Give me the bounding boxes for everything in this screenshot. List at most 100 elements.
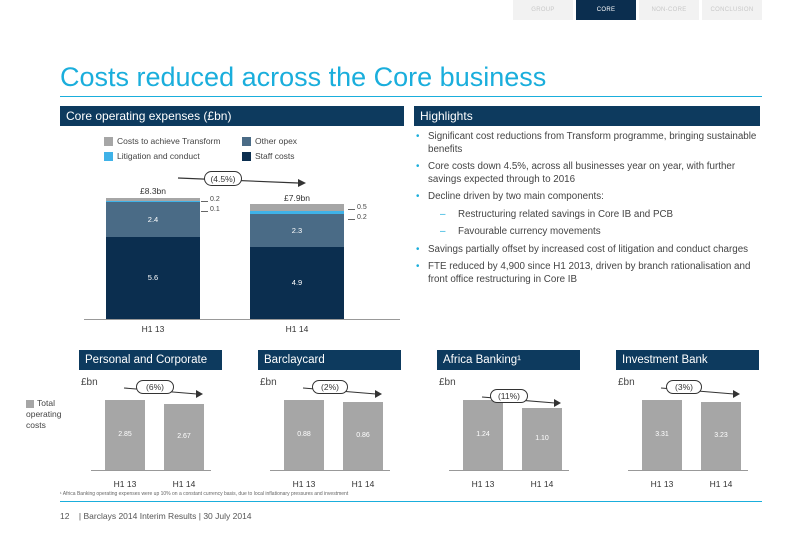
- segment-change-pill: (6%): [136, 380, 174, 394]
- tab-conclusion[interactable]: CONCLUSION: [702, 0, 762, 20]
- segment-x-tick: H1 14: [172, 479, 196, 489]
- segment-bar: [343, 401, 383, 470]
- legend-swatch: [242, 151, 251, 161]
- bar-segment: [106, 202, 200, 238]
- segment-change-pill: (11%): [490, 389, 528, 403]
- segment-title-barclaycard: Barclaycard: [258, 350, 401, 370]
- segment-bar-value: 1.24: [476, 431, 490, 438]
- bar-value-label: 2.4: [147, 214, 159, 224]
- page-number: 12: [60, 511, 70, 521]
- segment-title-africa-banking: Africa Banking¹: [437, 350, 580, 370]
- leader-line: [348, 209, 355, 210]
- bar-value-label: 2.3: [291, 225, 303, 235]
- segment-bar-value: 2.85: [118, 431, 132, 438]
- legend-other-opex: Other opex: [242, 136, 297, 146]
- legend-staff: Staff costs: [242, 151, 295, 161]
- segment-value-label: 0.1: [210, 206, 220, 213]
- segment-bar: [522, 407, 562, 470]
- legend-label: Litigation and conduct: [117, 151, 200, 161]
- legend-label: Other opex: [255, 136, 298, 146]
- core-x-axis: [84, 319, 400, 320]
- legend-transform: Costs to achieve Transform: [104, 136, 220, 146]
- footer: 12 | Barclays 2014 Interim Results | 30 …: [60, 511, 252, 521]
- legend-swatch: [104, 136, 113, 146]
- bar-segment: [250, 203, 344, 211]
- segment-change-pill: (3%): [666, 380, 702, 394]
- bar-segment: [106, 237, 200, 319]
- title-divider: [60, 96, 762, 97]
- segment-x-tick: H1 14: [709, 479, 733, 489]
- highlight-subitem: Favourable currency movements: [414, 226, 760, 239]
- segment-x-tick: H1 13: [292, 479, 316, 489]
- segment-bar: [105, 400, 145, 470]
- legend-label: Total operating costs: [26, 398, 62, 430]
- legend-swatch: [26, 399, 34, 408]
- legend-swatch: [242, 136, 251, 146]
- x-tick-h1-14: H1 14: [285, 324, 309, 334]
- segment-x-axis: [628, 470, 748, 471]
- tab-non-core[interactable]: NON-CORE: [639, 0, 699, 20]
- segment-change-pill: (2%): [312, 380, 348, 394]
- tab-group[interactable]: GROUP: [513, 0, 573, 20]
- segment-bar: [284, 400, 324, 470]
- segment-x-tick: H1 13: [471, 479, 495, 489]
- unit-label: £bn: [260, 377, 277, 388]
- segment-x-axis: [91, 470, 211, 471]
- legend-label: Staff costs: [255, 151, 295, 161]
- segment-x-tick: H1 13: [113, 479, 137, 489]
- tab-core[interactable]: CORE: [576, 0, 636, 20]
- highlight-subitem: Restructuring related savings in Core IB…: [414, 209, 760, 222]
- leader-line: [201, 201, 208, 202]
- footer-divider: [60, 501, 762, 502]
- segment-bar: [164, 404, 204, 470]
- section-nav: GROUP CORE NON-CORE CONCLUSION: [513, 0, 762, 20]
- highlights-header: Highlights: [414, 106, 760, 126]
- highlight-item: Decline driven by two main components:: [414, 191, 760, 204]
- x-tick-h1-13: H1 13: [141, 324, 165, 334]
- segment-x-axis: [449, 470, 569, 471]
- bar-segment: [250, 213, 344, 248]
- unit-label: £bn: [618, 377, 635, 388]
- segment-x-tick: H1 14: [530, 479, 554, 489]
- segment-title-personal-and-corporate: Personal and Corporate: [79, 350, 222, 370]
- total-label-h1-14: £7.9bn: [284, 193, 310, 203]
- segment-x-tick: H1 14: [351, 479, 375, 489]
- leader-line: [348, 219, 355, 220]
- segment-value-label: 0.2: [210, 196, 220, 203]
- bar-segment: [106, 197, 200, 201]
- segment-bar-value: 0.86: [356, 431, 370, 439]
- highlight-item: FTE reduced by 4,900 since H1 2013, driv…: [414, 261, 760, 286]
- segment-x-tick: H1 13: [650, 479, 674, 489]
- segment-bar-value: 3.23: [714, 431, 728, 439]
- segment-bar: [642, 400, 682, 470]
- total-operating-costs-legend: Total operating costs: [26, 398, 70, 431]
- leader-line: [201, 211, 208, 212]
- segment-x-axis: [270, 470, 390, 471]
- footnote: ¹ Africa Banking operating expenses were…: [60, 491, 349, 497]
- segment-bar-value: 3.31: [655, 431, 669, 438]
- page-title: Costs reduced across the Core business: [60, 62, 547, 92]
- bar-value-label: 4.9: [291, 278, 303, 288]
- bar-segment: [250, 247, 344, 319]
- bar-segment: [106, 200, 200, 203]
- highlight-item: Savings partially offset by increased co…: [414, 244, 760, 257]
- bar-segment: [250, 210, 344, 214]
- total-label-h1-13: £8.3bn: [140, 186, 166, 196]
- bar-value-label: 5.6: [147, 273, 159, 283]
- segment-value-label: 0.2: [357, 214, 367, 221]
- segment-title-investment-bank: Investment Bank: [616, 350, 759, 370]
- legend-label: Costs to achieve Transform: [117, 136, 221, 146]
- footer-text: | Barclays 2014 Interim Results | 30 Jul…: [78, 511, 252, 521]
- core-change-pill: (4.5%): [204, 171, 242, 186]
- segment-bar-value: 1.10: [535, 434, 549, 442]
- legend-swatch: [104, 151, 113, 161]
- segment-bar-value: 0.88: [297, 431, 311, 438]
- unit-label: £bn: [81, 377, 98, 388]
- unit-label: £bn: [439, 377, 456, 388]
- highlights-list: Significant cost reductions from Transfo…: [414, 131, 760, 291]
- segment-bar: [463, 400, 503, 470]
- segment-value-label: 0.5: [357, 204, 367, 211]
- highlight-item: Significant cost reductions from Transfo…: [414, 131, 760, 156]
- segment-bar-value: 2.67: [177, 433, 191, 441]
- highlight-item: Core costs down 4.5%, across all busines…: [414, 161, 760, 186]
